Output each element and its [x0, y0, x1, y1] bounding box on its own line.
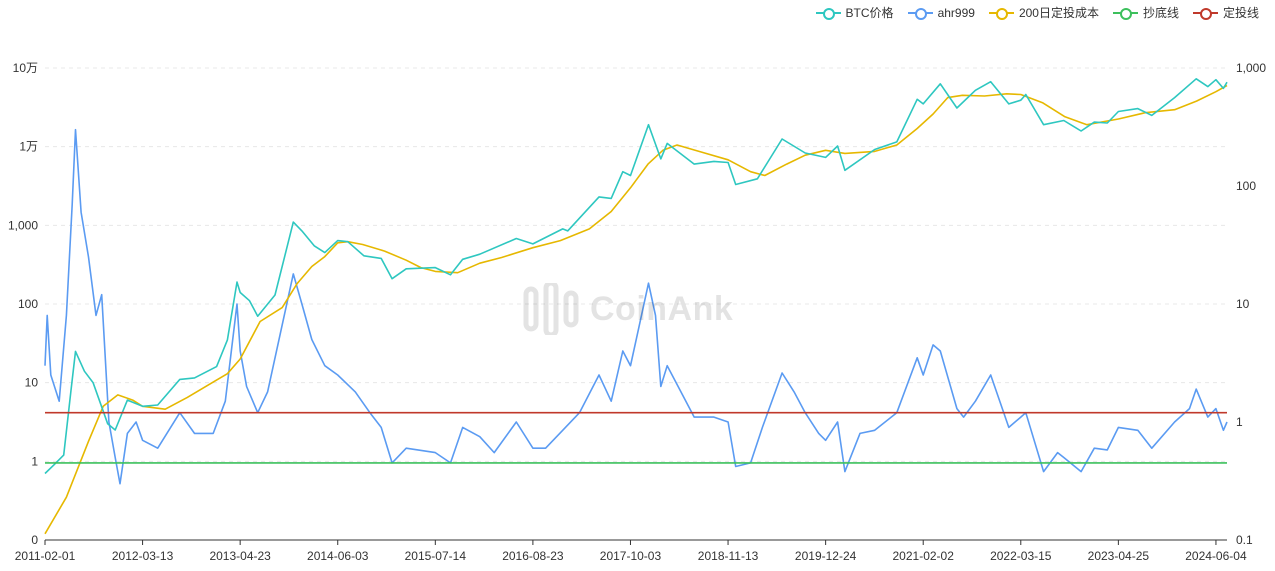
y-left-tick-label: 100 — [18, 297, 38, 311]
legend-swatch-bottom-line — [1112, 6, 1138, 20]
legend-label-ahr999: ahr999 — [937, 5, 975, 20]
legend-swatch-ahr999 — [907, 6, 933, 20]
x-tick-label: 2022-03-15 — [990, 549, 1052, 563]
y-right-tick-label: 10 — [1236, 297, 1250, 311]
x-tick-label: 2018-11-13 — [698, 549, 759, 563]
legend-label-200d-cost: 200日定投成本 — [1018, 6, 1099, 20]
y-right-tick-label: 0.1 — [1236, 533, 1253, 547]
y-left-tick-label: 1万 — [19, 140, 38, 154]
legend-label-btc-price: BTC价格 — [845, 6, 894, 20]
dca-cost-200d-line — [44, 84, 1228, 535]
y-left-tick-label: 1,000 — [8, 218, 38, 232]
y-right-tick-label: 100 — [1236, 179, 1256, 193]
x-tick-label: 2024-06-04 — [1185, 549, 1247, 563]
x-tick-label: 2015-07-14 — [405, 549, 467, 563]
x-tick-label: 2014-06-03 — [307, 549, 369, 563]
y-left-tick-label: 1 — [31, 454, 38, 468]
legend-label-bottom-line: 抄底线 — [1142, 6, 1179, 20]
x-tick-label: 2011-02-01 — [15, 549, 76, 563]
legend-swatch-dca-line — [1192, 6, 1218, 20]
x-tick-label: 2017-10-03 — [600, 549, 662, 563]
legend-swatch-btc-price — [815, 6, 841, 20]
legend-swatch-200d-cost — [988, 6, 1014, 20]
y-right-tick-label: 1,000 — [1236, 61, 1266, 75]
btc-price-line — [44, 78, 1228, 475]
y-left-tick-label: 0 — [31, 533, 38, 547]
legend-item-dca-line[interactable]: 定投线 — [1192, 4, 1259, 21]
x-tick-label: 2023-04-25 — [1088, 549, 1150, 563]
x-tick-label: 2013-04-23 — [209, 549, 271, 563]
legend-item-ahr999[interactable]: ahr999 — [907, 4, 975, 21]
y-right-tick-label: 1 — [1236, 415, 1243, 429]
ahr999-line — [44, 128, 1228, 485]
y-left-tick-label: 10 — [25, 376, 39, 390]
legend-item-200d-cost[interactable]: 200日定投成本 — [988, 4, 1099, 21]
legend-label-dca-line: 定投线 — [1222, 6, 1259, 20]
x-tick-label: 2012-03-13 — [112, 549, 174, 563]
x-tick-label: 2019-12-24 — [795, 549, 857, 563]
legend-item-bottom-line[interactable]: 抄底线 — [1112, 4, 1179, 21]
x-tick-label: 2021-02-02 — [893, 549, 955, 563]
y-left-tick-label: 10万 — [13, 61, 38, 75]
x-tick-label: 2016-08-23 — [502, 549, 564, 563]
legend: BTC价格 ahr999 200日定投成本 抄底线 定投线 — [815, 4, 1259, 21]
legend-item-btc-price[interactable]: BTC价格 — [815, 4, 894, 21]
